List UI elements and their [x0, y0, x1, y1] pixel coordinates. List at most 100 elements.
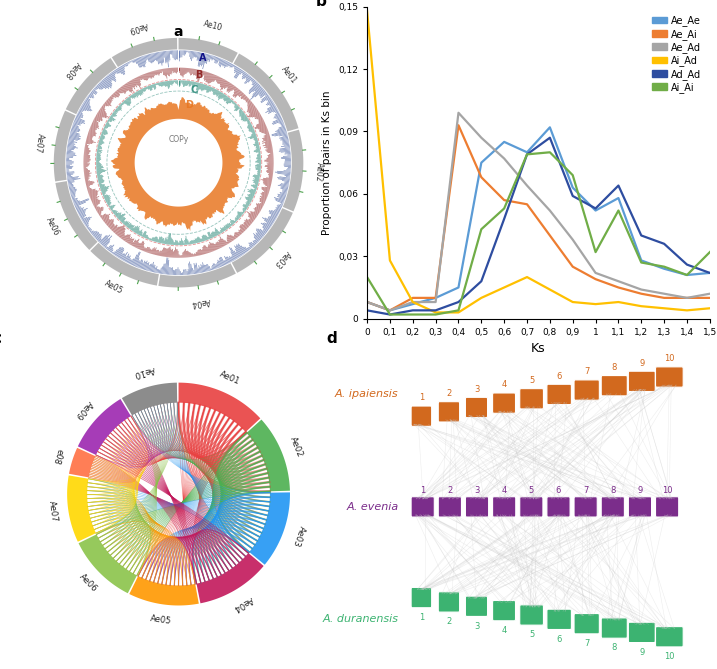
Text: 8: 8 [610, 486, 615, 494]
Ae_Ai [523, 200, 531, 208]
Ai_Ai [660, 263, 668, 271]
Ai_Ad [454, 308, 462, 316]
FancyBboxPatch shape [547, 384, 571, 405]
Ai_Ai [683, 271, 691, 279]
Text: 9: 9 [637, 486, 642, 494]
Ai_Ai [477, 225, 485, 233]
Text: A. evenia: A. evenia [346, 502, 399, 512]
X-axis label: Ks: Ks [531, 343, 546, 355]
Ad_Ad [500, 215, 508, 223]
Text: A: A [199, 53, 206, 63]
Polygon shape [250, 492, 290, 565]
Text: B: B [195, 70, 202, 80]
Ae_Ai [660, 294, 668, 302]
Ad_Ad [614, 181, 623, 189]
Ai_Ai [546, 149, 554, 157]
Text: 8: 8 [612, 363, 617, 372]
Text: 4: 4 [501, 626, 507, 635]
Ae_Ae [637, 256, 645, 264]
Polygon shape [282, 130, 303, 211]
Ae_Ae [432, 294, 440, 302]
Ae_Ad [500, 155, 508, 163]
Ae_Ae [683, 271, 691, 279]
FancyBboxPatch shape [465, 596, 488, 616]
Text: 10: 10 [664, 354, 675, 363]
Ad_Ad [454, 298, 462, 306]
Text: a: a [174, 25, 184, 39]
Ai_Ad [683, 306, 691, 314]
Text: 6: 6 [556, 635, 562, 644]
Ad_Ad [477, 277, 485, 285]
Ai_Ad [500, 284, 508, 292]
FancyBboxPatch shape [493, 496, 516, 517]
Ae_Ad [454, 109, 462, 117]
Text: Ae02: Ae02 [288, 436, 305, 458]
FancyBboxPatch shape [465, 397, 488, 417]
Ai_Ad [569, 298, 577, 306]
Text: 3: 3 [475, 486, 480, 494]
Polygon shape [247, 419, 290, 491]
Ai_Ai [706, 248, 714, 256]
Text: Ae04: Ae04 [232, 594, 255, 613]
Ae_Ai [363, 298, 371, 306]
FancyBboxPatch shape [574, 496, 597, 517]
Ae_Ai [637, 290, 645, 298]
Text: d: d [326, 331, 337, 346]
Text: 2: 2 [446, 389, 452, 398]
Text: 9: 9 [639, 648, 645, 657]
Polygon shape [54, 110, 75, 181]
Text: Ae10: Ae10 [202, 19, 224, 33]
Polygon shape [232, 208, 293, 273]
Ai_Ad [523, 273, 531, 281]
Ae_Ae [592, 207, 600, 215]
Text: C: C [190, 86, 197, 96]
Text: 6: 6 [556, 372, 562, 381]
Polygon shape [179, 383, 260, 432]
Ae_Ad [477, 134, 485, 142]
Text: Ae07: Ae07 [47, 500, 59, 522]
Polygon shape [179, 38, 238, 63]
FancyBboxPatch shape [520, 496, 543, 517]
FancyBboxPatch shape [655, 496, 679, 517]
Ai_Ai [592, 248, 600, 256]
Ai_Ai [409, 310, 417, 318]
Text: 10: 10 [664, 652, 675, 661]
Text: Ae10: Ae10 [133, 365, 156, 379]
Ae_Ad [386, 306, 394, 314]
FancyBboxPatch shape [547, 609, 571, 630]
Ae_Ai [706, 294, 714, 302]
Ae_Ae [477, 159, 485, 167]
Ae_Ai [614, 284, 623, 292]
Polygon shape [90, 243, 159, 286]
Text: Ae08: Ae08 [62, 60, 82, 80]
Ai_Ai [614, 207, 623, 215]
FancyBboxPatch shape [411, 406, 432, 426]
Text: Ae01: Ae01 [218, 369, 241, 386]
Text: A. ipaiensis: A. ipaiensis [335, 389, 399, 399]
Text: b: b [315, 0, 326, 9]
Text: Ae05: Ae05 [150, 614, 172, 626]
Ai_Ad [386, 256, 394, 264]
Ae_Ad [706, 290, 714, 298]
Text: c: c [0, 331, 1, 346]
Ae_Ad [637, 286, 645, 294]
FancyBboxPatch shape [601, 496, 625, 517]
FancyBboxPatch shape [601, 618, 627, 638]
Ai_Ad [546, 286, 554, 294]
Text: 1: 1 [419, 613, 424, 622]
Ae_Ai [500, 196, 508, 204]
Text: Ae02: Ae02 [314, 162, 324, 182]
Ad_Ad [660, 240, 668, 248]
Ae_Ai [683, 294, 691, 302]
Ae_Ai [386, 306, 394, 314]
Polygon shape [112, 38, 177, 67]
Ae_Ad [432, 298, 440, 306]
Ad_Ad [546, 134, 554, 142]
Ai_Ai [523, 151, 531, 159]
FancyBboxPatch shape [493, 601, 516, 621]
Ae_Ad [592, 269, 600, 277]
Text: 5: 5 [529, 630, 534, 639]
Polygon shape [79, 535, 137, 593]
Ai_Ad [432, 308, 440, 316]
Text: 10: 10 [662, 486, 673, 494]
